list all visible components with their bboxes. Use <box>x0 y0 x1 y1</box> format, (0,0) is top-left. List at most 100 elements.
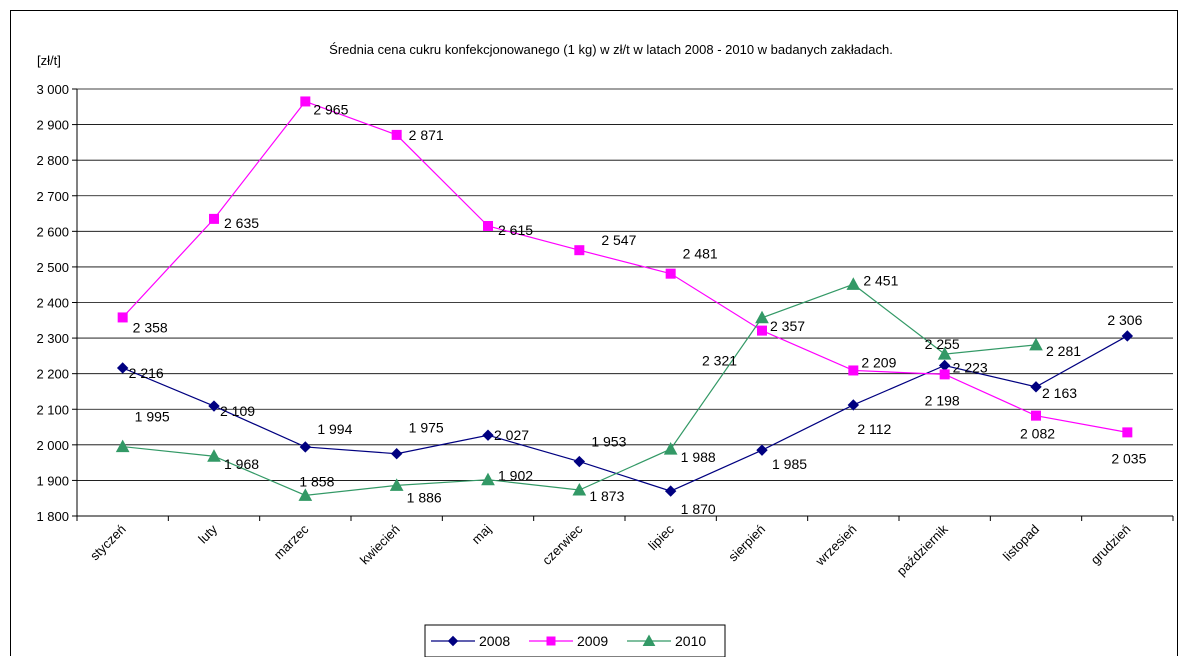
data-label: 2 255 <box>925 336 960 352</box>
data-label: 2 357 <box>770 318 805 334</box>
chart-title: Średnia cena cukru konfekcjonowanego (1 … <box>329 42 893 57</box>
series-line <box>122 100 1128 433</box>
data-point <box>574 245 585 256</box>
y-tick-label: 2 900 <box>36 118 69 133</box>
y-tick-label: 2 700 <box>36 189 69 204</box>
data-label: 2 198 <box>925 392 960 408</box>
data-point <box>207 449 221 462</box>
x-tick-label: sierpień <box>725 522 768 565</box>
data-labels: 2 216 2 109 1 994 1 975 2 027 1 953 1 870 1 985… <box>129 101 1147 517</box>
data-label: 1 988 <box>681 449 716 465</box>
data-point <box>663 442 678 455</box>
x-tick-label: marzec <box>271 521 312 562</box>
data-point <box>389 478 404 491</box>
series-2008 <box>116 330 1134 497</box>
data-label: 2 163 <box>1042 385 1077 401</box>
data-point <box>757 325 767 336</box>
y-tick-label: 2 600 <box>36 224 69 239</box>
data-label: 2 109 <box>220 403 255 419</box>
series-2010 <box>115 277 1043 501</box>
data-label: 2 358 <box>133 319 168 335</box>
legend-label: 2009 <box>577 633 608 649</box>
legend: 2008 2009 2010 <box>424 624 726 657</box>
x-tick-label: lipiec <box>645 521 677 553</box>
y-tick-label: 2 200 <box>36 367 69 382</box>
data-point <box>573 455 586 468</box>
data-label: 2 082 <box>1020 426 1055 442</box>
x-tick-label: styczeń <box>87 522 129 564</box>
data-point <box>208 400 220 412</box>
series <box>115 96 1134 501</box>
data-label: 2 027 <box>494 427 529 443</box>
legend-item: 2008 <box>431 633 510 649</box>
y-tick-label: 1 800 <box>36 509 69 524</box>
data-point <box>755 310 769 324</box>
legend-label: 2010 <box>675 633 706 649</box>
data-point <box>1121 330 1134 342</box>
data-point <box>572 482 587 496</box>
data-point <box>117 312 128 323</box>
data-point <box>391 129 402 140</box>
data-point <box>846 277 861 290</box>
chart-frame: Średnia cena cukru konfekcjonowanego (1 … <box>10 10 1178 657</box>
legend-item: 2010 <box>627 633 706 649</box>
legend-marker <box>642 634 656 646</box>
data-label: 1 968 <box>224 456 259 472</box>
x-tick-label: luty <box>195 521 220 546</box>
data-point <box>115 439 130 453</box>
data-label: 1 858 <box>299 473 334 489</box>
data-label: 2 281 <box>1046 343 1081 359</box>
data-point <box>390 448 403 460</box>
legend-marker <box>546 636 556 646</box>
legend-item: 2009 <box>529 633 608 649</box>
data-point <box>938 359 951 372</box>
series-line <box>122 335 1128 492</box>
y-tick-label: 2 800 <box>36 153 69 168</box>
data-point <box>298 488 313 501</box>
x-tick-label: październik <box>894 521 951 578</box>
data-label: 1 995 <box>135 409 170 425</box>
data-label: 2 209 <box>861 354 896 370</box>
axes: 1 800 1 900 2 000 2 100 2 200 2 300 2 400 2 500… <box>36 82 1174 579</box>
y-tick-label: 2 100 <box>36 402 69 417</box>
data-point <box>1030 381 1042 393</box>
data-label: 1 953 <box>591 434 626 450</box>
x-tick-label: wrzesień <box>812 522 860 570</box>
data-point <box>299 441 312 453</box>
y-tick-label: 2 000 <box>36 438 69 453</box>
x-tick-label: maj <box>469 521 494 546</box>
data-label: 1 870 <box>681 501 716 517</box>
y-tick-label: 1 900 <box>36 473 69 488</box>
series-2009 <box>117 96 1133 438</box>
data-label: 2 481 <box>683 246 718 262</box>
data-point <box>482 429 494 441</box>
data-label: 2 223 <box>953 359 988 375</box>
data-label: 1 975 <box>409 420 444 436</box>
data-point <box>483 220 493 231</box>
data-point <box>1122 427 1133 438</box>
y-tick-label: 3 000 <box>36 82 69 97</box>
data-label: 1 994 <box>317 421 352 437</box>
data-label: 2 216 <box>129 365 164 381</box>
data-point <box>848 365 859 376</box>
data-label: 2 035 <box>1111 450 1146 466</box>
data-label: 2 547 <box>601 232 636 248</box>
x-tick-label: grudzień <box>1088 522 1134 568</box>
x-tick-label: czerwiec <box>539 521 586 568</box>
data-point <box>481 472 495 486</box>
data-label: 1 873 <box>589 488 624 504</box>
x-tick-label: kwiecień <box>357 522 403 568</box>
data-point <box>209 213 219 224</box>
data-point <box>116 362 129 374</box>
data-point <box>937 347 952 360</box>
legend-label: 2008 <box>479 633 510 649</box>
data-point <box>1031 410 1041 421</box>
data-point <box>939 369 950 380</box>
y-tick-label: 2 300 <box>36 331 69 346</box>
y-tick-label: 2 400 <box>36 296 69 311</box>
data-point <box>300 96 311 107</box>
data-point <box>664 485 677 497</box>
x-tick-label: listopad <box>1000 522 1042 564</box>
y-tick-label: 2 500 <box>36 260 69 275</box>
line-chart: Średnia cena cukru konfekcjonowanego (1 … <box>36 42 1174 657</box>
